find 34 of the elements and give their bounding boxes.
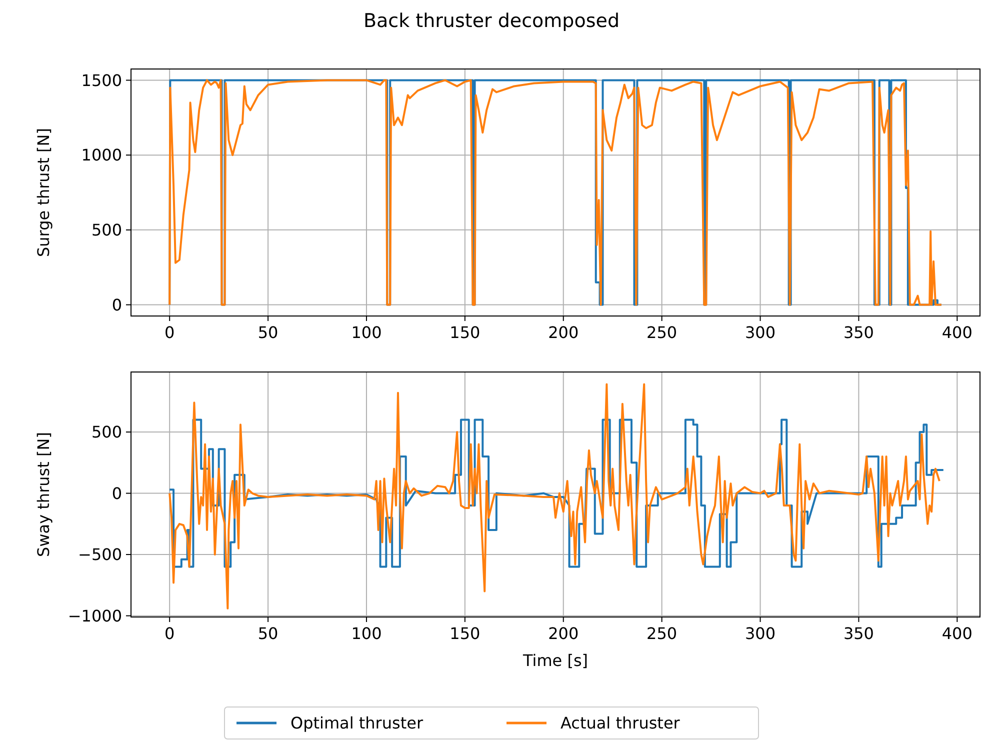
y-tick-label: 1000 xyxy=(81,146,122,165)
y-tick-label: −500 xyxy=(78,545,122,564)
y-axis-title: Sway thrust [N] xyxy=(34,432,53,557)
chart-title: Back thruster decomposed xyxy=(363,10,620,32)
y-tick-label: 500 xyxy=(91,220,122,240)
legend-label: Actual thruster xyxy=(560,714,680,733)
x-tick-label: 300 xyxy=(744,624,776,643)
x-tick-label: 300 xyxy=(744,323,776,342)
x-tick-label: 0 xyxy=(164,624,175,643)
x-tick-label: 350 xyxy=(843,624,874,643)
x-tick-label: 100 xyxy=(351,323,382,342)
y-tick-label: −1000 xyxy=(68,606,122,626)
y-tick-label: 0 xyxy=(112,295,122,314)
x-tick-label: 350 xyxy=(843,323,874,342)
x-tick-label: 150 xyxy=(450,624,480,643)
line-series xyxy=(168,418,944,568)
x-tick-label: 250 xyxy=(646,624,678,643)
x-tick-label: 400 xyxy=(942,624,972,643)
legend-label: Optimal thruster xyxy=(290,714,424,733)
x-axis-title: Time [s] xyxy=(522,651,588,670)
x-tick-label: 400 xyxy=(942,323,972,342)
x-tick-label: 150 xyxy=(450,323,480,342)
x-tick-label: 0 xyxy=(164,323,175,342)
x-tick-label: 50 xyxy=(258,624,278,643)
x-tick-label: 100 xyxy=(351,624,382,643)
x-tick-label: 200 xyxy=(548,624,579,643)
line-series xyxy=(168,383,940,610)
x-tick-label: 50 xyxy=(258,323,278,342)
y-tick-label: 500 xyxy=(91,422,122,442)
x-tick-label: 200 xyxy=(548,323,579,342)
x-tick-label: 250 xyxy=(646,323,678,342)
y-tick-label: 0 xyxy=(112,484,122,503)
y-tick-label: 1500 xyxy=(81,70,122,90)
y-axis-title: Surge thrust [N] xyxy=(34,128,53,257)
